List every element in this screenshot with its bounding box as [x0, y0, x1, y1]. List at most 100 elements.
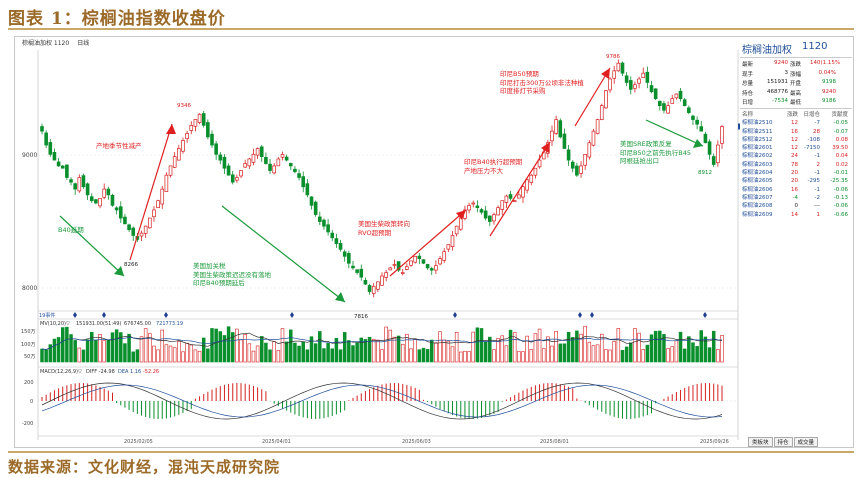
- symbol-label[interactable]: 棕榈油加权 1120: [22, 40, 70, 47]
- quote-code: 1120: [802, 41, 828, 52]
- high-label-9346: 9346: [177, 103, 191, 109]
- candle-body: [587, 142, 592, 158]
- candle-body: [624, 75, 629, 83]
- figure-title: 图表 1：棕榈油指数收盘价: [8, 9, 226, 29]
- stat-label: 涨幅: [790, 71, 802, 78]
- tab-volume[interactable]: 成交量: [793, 437, 819, 447]
- stat-value: 468776: [767, 88, 788, 95]
- candle-body: [662, 103, 666, 111]
- col-header[interactable]: 贡献度: [831, 112, 848, 118]
- candle-body: [682, 99, 687, 106]
- candle-body: [230, 174, 235, 183]
- tab-sector[interactable]: 类板块: [748, 437, 773, 447]
- date-tick-5: 2025/09/26: [700, 439, 729, 445]
- volume-bar: [454, 332, 459, 363]
- volume-bar: [662, 334, 666, 363]
- volume-bar: [239, 339, 243, 363]
- candle-body: [363, 279, 368, 285]
- contract-row[interactable]: 棕榈油2608 0 --- -0.06: [742, 202, 850, 210]
- volume-bar: [562, 343, 567, 363]
- candle-body: [367, 285, 372, 292]
- contract-cell: 棕榈油2511: [742, 128, 773, 135]
- volume-bar: [106, 339, 111, 363]
- contract-row[interactable]: 棕榈油2601 12 -7150 39.50: [742, 144, 850, 152]
- contract-cell: 16: [791, 186, 798, 193]
- contract-cell: 78: [791, 161, 798, 168]
- stat-label: 开盘: [790, 81, 802, 87]
- event-label[interactable]: 19事件: [39, 312, 55, 319]
- contract-row[interactable]: 棕榈油2605 20 -295 -25.35: [742, 177, 850, 185]
- volume-bar: [338, 349, 343, 363]
- stat-label: 最低: [790, 100, 802, 106]
- macd-value: -52.26: [143, 369, 159, 375]
- candle-body: [251, 153, 256, 163]
- contract-cell: 1: [816, 211, 821, 218]
- volume-bar: [334, 337, 339, 363]
- contract-cell: ---: [814, 203, 820, 210]
- volume-bar: [616, 328, 621, 363]
- contract-cell: -7150: [804, 145, 820, 152]
- candle-body: [143, 225, 148, 234]
- contract-row[interactable]: 棕榈油2603 78 2 0.02: [742, 161, 850, 169]
- event-marker-icon: [290, 312, 294, 318]
- chart-window: [14, 36, 854, 448]
- arrow-down-1: [59, 215, 125, 277]
- volume-bar: [318, 331, 322, 363]
- contract-cell: 棕榈油2601: [742, 145, 773, 152]
- stat-value: 151931: [767, 79, 788, 85]
- volume-bar: [384, 326, 388, 363]
- contract-row[interactable]: 棕榈油2602 24 -1 0.04: [742, 152, 850, 160]
- candle-body: [201, 113, 206, 126]
- volume-bar: [181, 351, 185, 363]
- candle-body: [255, 148, 260, 156]
- price-tick-9000: 9000: [22, 152, 37, 159]
- volume-bar: [185, 342, 189, 363]
- macd-indicator-label[interactable]: MACD(12,26,9)▽: [40, 369, 82, 375]
- col-header[interactable]: 日增仓: [803, 112, 820, 118]
- contract-row[interactable]: 棕榈油2604 20 -1 -0.01: [742, 169, 850, 177]
- contract-row[interactable]: 棕榈油2606 16 -1 -0.06: [742, 186, 850, 194]
- candle-body: [318, 216, 322, 222]
- contracts-table: 名称 涨跌 日增仓 贡献度 棕榈油2510 12 -7 -0.05 棕榈油2511 16 2…: [740, 109, 852, 221]
- contract-row[interactable]: 棕榈油2511 16 28 -0.07: [742, 128, 850, 136]
- contract-row[interactable]: 棕榈油2512 12 -108 0.08: [742, 136, 850, 144]
- period-label[interactable]: 日线: [77, 40, 90, 47]
- contract-row[interactable]: 棕榈油2609 14 1 -0.66: [742, 211, 850, 219]
- contract-row[interactable]: 棕榈油2510 12 -7 -0.05: [742, 119, 850, 127]
- volume-bar: [81, 349, 86, 363]
- volume-bar: [608, 349, 612, 363]
- volume-bar: [624, 346, 629, 363]
- candle-body: [637, 78, 641, 84]
- contract-row[interactable]: 棕榈油2607 -4 -2 -0.13: [742, 194, 850, 202]
- volume-bar: [305, 349, 310, 363]
- volume-bar: [653, 330, 658, 363]
- candle-body: [98, 198, 102, 207]
- col-header[interactable]: 名称: [742, 112, 754, 118]
- candle-body: [48, 142, 53, 155]
- contract-cell: 棕榈油2607: [742, 194, 773, 201]
- volume-bar: [517, 351, 521, 363]
- contract-cell: -25.35: [830, 178, 848, 185]
- volume-bar: [459, 351, 463, 363]
- candle-body: [450, 235, 455, 247]
- candle-body: [347, 253, 351, 264]
- candle-body: [185, 133, 189, 139]
- volume-bar: [463, 350, 467, 363]
- col-header[interactable]: 涨跌: [786, 112, 798, 118]
- volume-bar: [73, 340, 77, 363]
- arrow-down-3: [645, 119, 704, 147]
- arrow-up-4: [574, 67, 611, 127]
- tab-position[interactable]: 持仓: [773, 437, 793, 447]
- quote-title[interactable]: 棕榈油加权 1120: [740, 40, 852, 58]
- candle-body: [168, 165, 173, 176]
- volume-bar: [347, 340, 351, 363]
- last-price-marker: [738, 123, 740, 130]
- volume-bar: [193, 349, 198, 363]
- contract-cell: 39.50: [832, 145, 848, 152]
- volume-bar: [56, 337, 61, 363]
- volume-indicator-label[interactable]: MV(10,20)▽: [40, 321, 70, 327]
- volume-bar: [434, 342, 438, 363]
- candle-body: [247, 158, 252, 167]
- volume-bar: [637, 332, 641, 363]
